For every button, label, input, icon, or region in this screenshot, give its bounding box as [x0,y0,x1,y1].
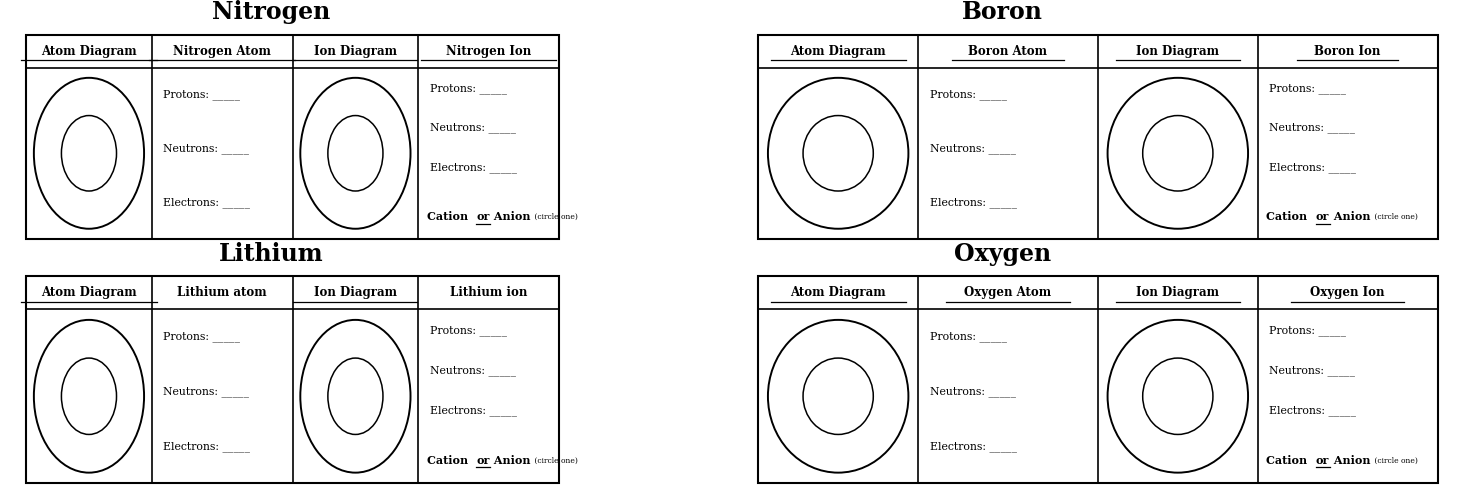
Text: Cation: Cation [1266,455,1312,466]
Text: Oxygen Atom: Oxygen Atom [965,286,1051,299]
Text: Lithium ion: Lithium ion [449,286,527,299]
Text: Protons: _____: Protons: _____ [1269,83,1347,94]
Text: Electrons: _____: Electrons: _____ [1269,406,1356,416]
Text: Electrons: _____: Electrons: _____ [930,197,1016,208]
Text: Lithium: Lithium [218,242,324,266]
Text: Neutrons: _____: Neutrons: _____ [430,123,515,133]
Bar [26,35,559,239]
Bar [758,35,1438,239]
Text: Electrons: _____: Electrons: _____ [164,197,250,208]
Text: or: or [476,455,489,466]
Text: Protons: _____: Protons: _____ [430,325,507,336]
Text: Atom Diagram: Atom Diagram [791,286,886,299]
Text: Electrons: _____: Electrons: _____ [930,441,1016,452]
Text: Electrons: _____: Electrons: _____ [430,162,517,173]
Bar [758,276,1438,483]
Text: Ion Diagram: Ion Diagram [313,286,397,299]
Text: Neutrons: _____: Neutrons: _____ [430,366,515,376]
Text: Neutrons: _____: Neutrons: _____ [930,386,1016,397]
Text: (circle one): (circle one) [1372,213,1417,221]
Text: Anion: Anion [1329,455,1370,466]
Text: Protons: _____: Protons: _____ [430,83,507,94]
Text: Anion: Anion [490,211,530,222]
Text: Protons: _____: Protons: _____ [930,89,1007,100]
Text: (circle one): (circle one) [1372,457,1417,465]
Text: Neutrons: _____: Neutrons: _____ [164,143,249,154]
Text: Oxygen: Oxygen [955,242,1051,266]
Text: Neutrons: _____: Neutrons: _____ [1269,123,1356,133]
Text: or: or [1316,211,1329,222]
Text: Neutrons: _____: Neutrons: _____ [930,143,1016,154]
Text: Cation: Cation [1266,211,1312,222]
Text: Protons: _____: Protons: _____ [930,331,1007,342]
Text: or: or [476,211,489,222]
Text: Anion: Anion [1329,211,1370,222]
Text: Ion Diagram: Ion Diagram [1136,45,1220,58]
Text: Lithium atom: Lithium atom [177,286,266,299]
Text: Electrons: _____: Electrons: _____ [430,406,517,416]
Text: Atom Diagram: Atom Diagram [791,45,886,58]
Text: (circle one): (circle one) [533,213,578,221]
Text: Nitrogen: Nitrogen [212,0,329,24]
Text: Electrons: _____: Electrons: _____ [1269,162,1356,173]
Text: (circle one): (circle one) [533,457,578,465]
Text: Boron Atom: Boron Atom [969,45,1048,58]
Text: Ion Diagram: Ion Diagram [1136,286,1220,299]
Text: Atom Diagram: Atom Diagram [41,45,136,58]
Text: Nitrogen Ion: Nitrogen Ion [447,45,531,58]
Text: or: or [1316,455,1329,466]
Bar [26,276,559,483]
Text: Atom Diagram: Atom Diagram [41,286,136,299]
Text: Cation: Cation [427,211,471,222]
Text: Neutrons: _____: Neutrons: _____ [164,386,249,397]
Text: Oxygen Ion: Oxygen Ion [1310,286,1385,299]
Text: Nitrogen Atom: Nitrogen Atom [173,45,271,58]
Text: Protons: _____: Protons: _____ [1269,325,1347,336]
Text: Anion: Anion [490,455,530,466]
Text: Protons: _____: Protons: _____ [164,89,240,100]
Text: Protons: _____: Protons: _____ [164,331,240,342]
Text: Boron Ion: Boron Ion [1315,45,1381,58]
Text: Neutrons: _____: Neutrons: _____ [1269,366,1356,376]
Text: Boron: Boron [962,0,1044,24]
Text: Ion Diagram: Ion Diagram [313,45,397,58]
Text: Electrons: _____: Electrons: _____ [164,441,250,452]
Text: Cation: Cation [427,455,471,466]
